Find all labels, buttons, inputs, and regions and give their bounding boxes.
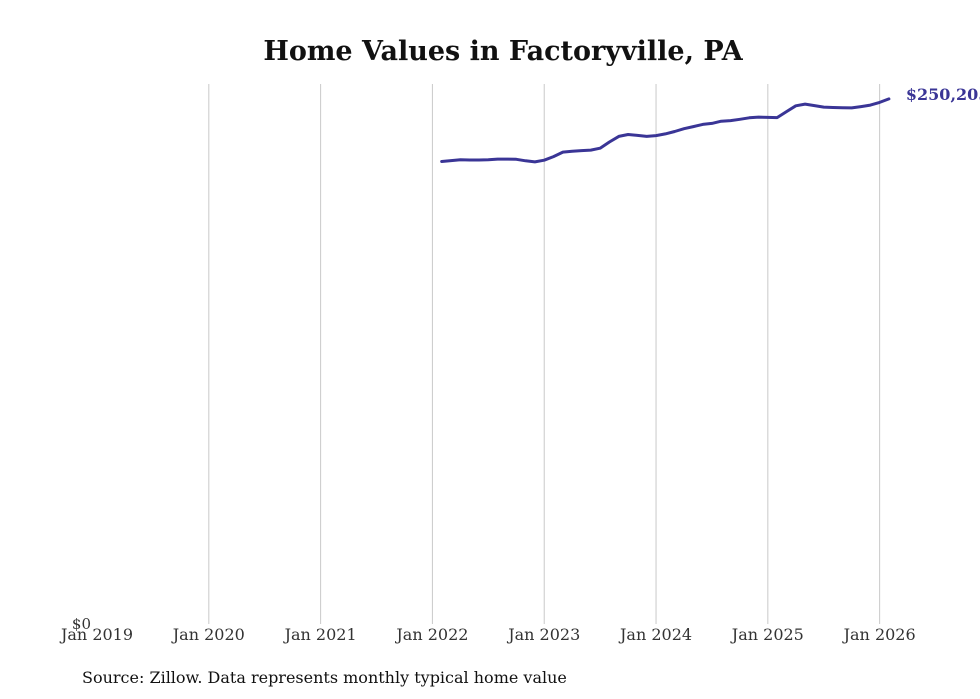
- x-tick-label: Jan 2020: [171, 625, 245, 644]
- series-group: $250,205: [440, 85, 980, 164]
- x-tick-label: Jan 2025: [730, 625, 804, 644]
- gridlines: [208, 84, 881, 624]
- series-line: [440, 97, 891, 164]
- source-note: Source: Zillow. Data represents monthly …: [82, 668, 567, 687]
- chart-title: Home Values in Factoryville, PA: [263, 36, 743, 67]
- x-tick-label: Jan 2019: [59, 625, 133, 644]
- x-tick-label: Jan 2026: [842, 625, 916, 644]
- x-tick-label: Jan 2024: [618, 625, 692, 644]
- x-tick-label: Jan 2023: [506, 625, 580, 644]
- x-tick-label: Jan 2021: [283, 625, 357, 644]
- end-value-label: $250,205: [906, 85, 980, 104]
- x-tick-label: Jan 2022: [394, 625, 468, 644]
- y-tick-label: $0: [72, 615, 91, 633]
- x-axis: Jan 2019 Jan 2020 Jan 2021 Jan 2022 Jan 2023…: [59, 625, 916, 644]
- y-axis: $0: [72, 615, 91, 633]
